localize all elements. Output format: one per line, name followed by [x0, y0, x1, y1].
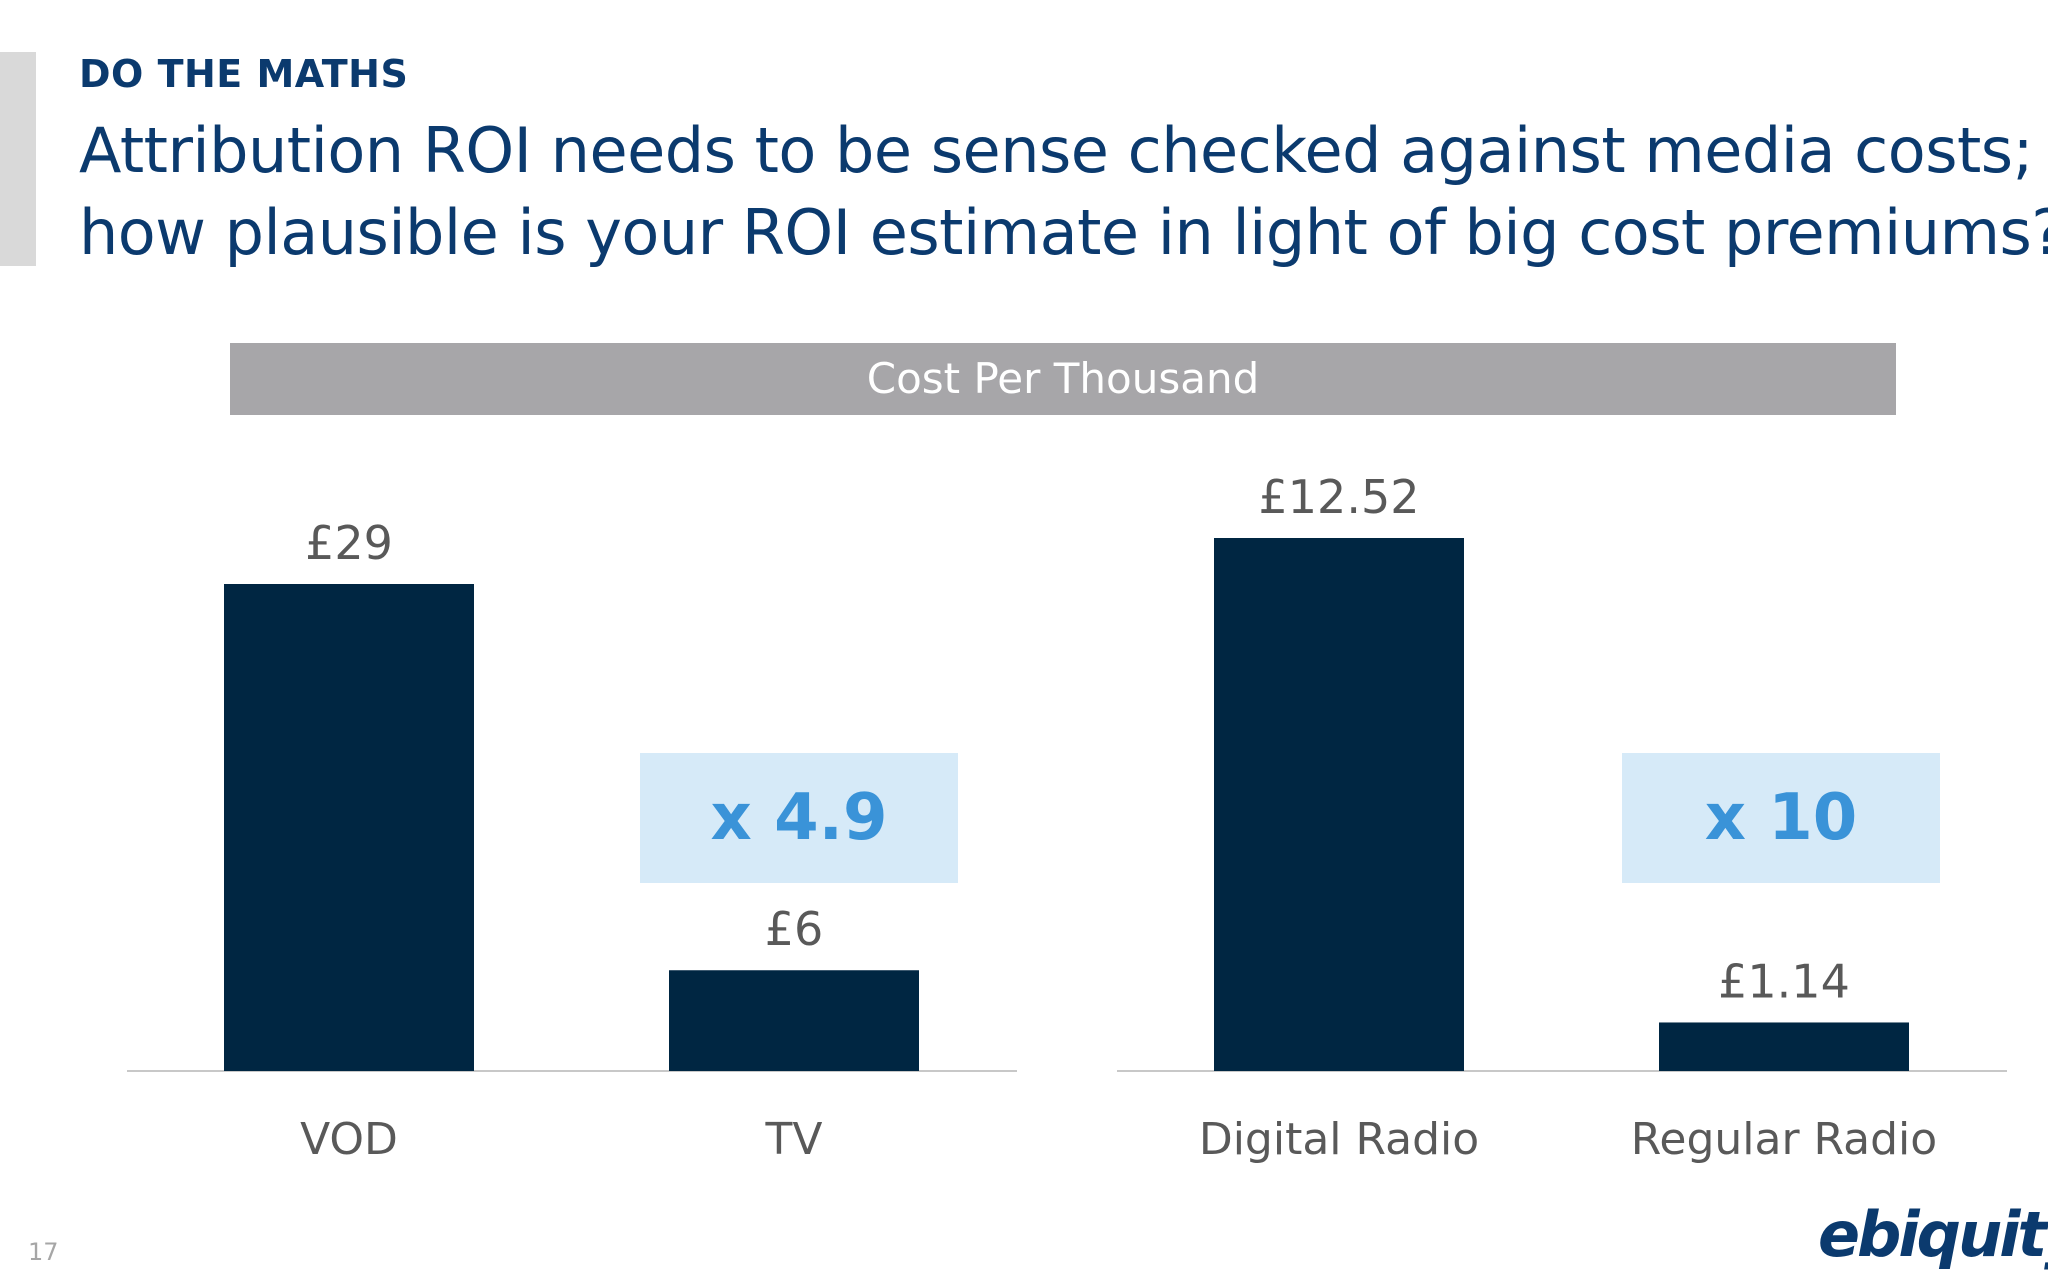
category-label-tv: TV: [765, 1114, 823, 1165]
cost-per-thousand-banner: Cost Per Thousand: [230, 343, 1896, 415]
category-label-vod: VOD: [300, 1114, 398, 1165]
bar-regular-radio: [1659, 1022, 1909, 1071]
ebiquity-logo: ebiquity: [1818, 1198, 2048, 1271]
headline-line-2: how plausible is your ROI estimate in li…: [79, 196, 2048, 269]
value-label-vod: £29: [305, 516, 393, 570]
bar-tv: [669, 970, 919, 1071]
value-label-tv: £6: [765, 902, 824, 956]
value-label-digital-radio: £12.52: [1259, 470, 1420, 524]
side-accent-bar: [0, 52, 36, 266]
bar-digital-radio: [1214, 538, 1464, 1071]
category-label-regular-radio: Regular Radio: [1631, 1114, 1937, 1165]
bar-vod: [224, 584, 474, 1071]
multiplier-box-video: x 4.9: [640, 753, 958, 883]
slide-headline: Attribution ROI needs to be sense checke…: [79, 110, 2048, 274]
multiplier-box-radio: x 10: [1622, 753, 1940, 883]
value-label-regular-radio: £1.14: [1718, 954, 1850, 1008]
section-kicker: DO THE MATHS: [79, 52, 409, 96]
headline-line-1: Attribution ROI needs to be sense checke…: [79, 114, 2034, 187]
category-label-digital-radio: Digital Radio: [1199, 1114, 1479, 1165]
page-number: 17: [28, 1238, 59, 1266]
